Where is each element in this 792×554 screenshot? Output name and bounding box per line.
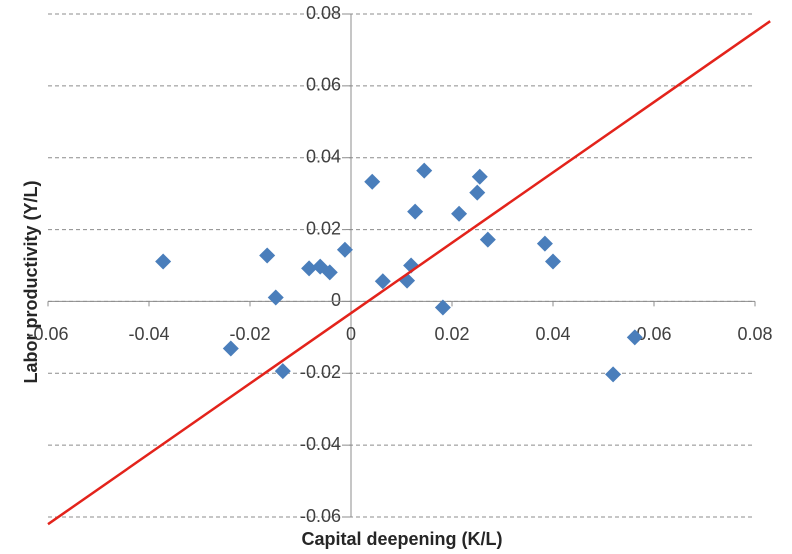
point [451,205,468,222]
y-tick-label: 0.08 [306,3,341,23]
x-axis-title: Capital deepening (K/L) [301,529,502,549]
x-tick-label: -0.06 [27,324,68,344]
point [469,184,486,201]
x-tick-label: 0 [346,324,356,344]
y-tick-label: -0.04 [300,434,341,454]
point [407,203,424,220]
point [259,247,276,264]
y-tick-label: -0.02 [300,362,341,382]
y-tick-label: 0.02 [306,218,341,238]
trend-line [47,20,771,526]
point [336,241,353,258]
x-tick-label: 0.02 [434,324,469,344]
y-tick-label: 0.04 [306,146,341,166]
point [321,264,338,281]
point [416,162,433,179]
y-axis-title: Labor productivity (Y/L) [21,180,41,383]
point [374,273,391,290]
x-tick-label: 0.06 [636,324,671,344]
point [222,340,239,357]
y-tick-label: 0.06 [306,75,341,95]
point [626,329,643,346]
point [434,299,451,316]
point [267,289,284,306]
point [479,231,496,248]
point [545,253,561,270]
x-tick-label: 0.08 [737,324,772,344]
point [605,366,622,383]
x-tick-label: -0.04 [128,324,169,344]
y-tick-label: -0.06 [300,506,341,526]
y-tick-label: 0 [331,290,341,310]
point [274,363,291,380]
point [536,235,553,252]
point [364,173,381,190]
point [155,253,172,270]
point [471,168,488,185]
x-tick-label: -0.02 [229,324,270,344]
x-tick-label: 0.04 [535,324,570,344]
point [301,260,318,277]
